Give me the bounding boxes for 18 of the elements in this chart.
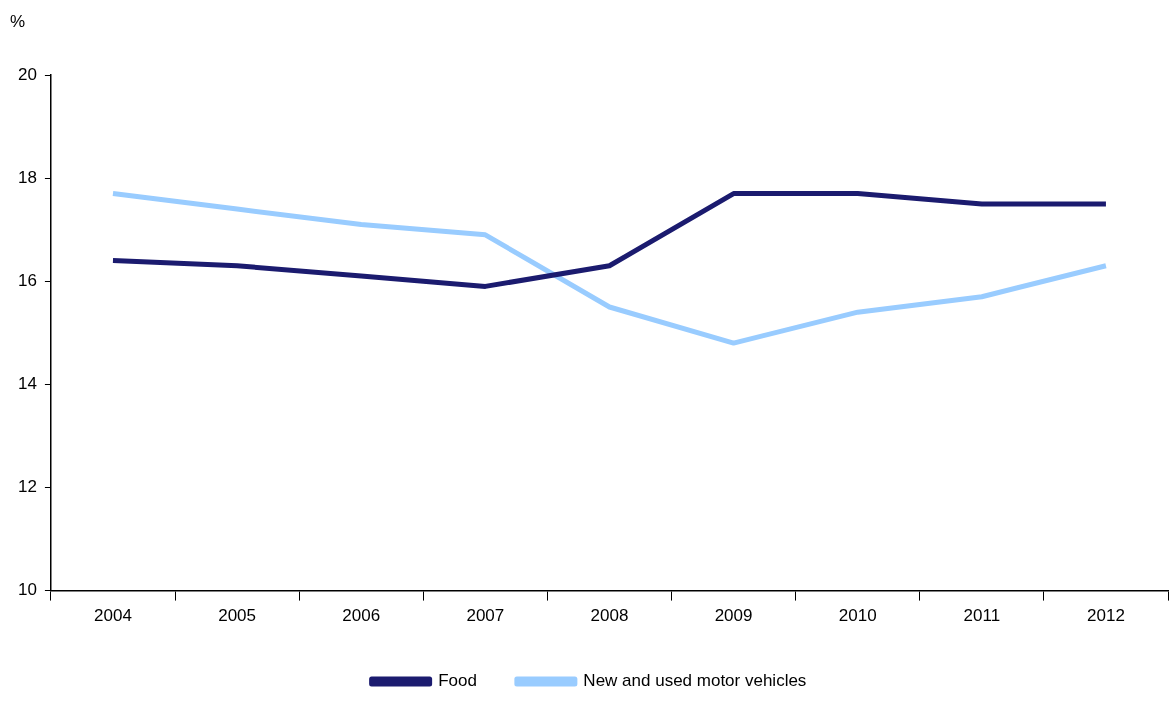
legend-label: Food [438,671,477,691]
x-tick-label: 2010 [838,606,877,626]
y-tick-label: 10 [17,580,37,600]
y-tick-label: 12 [17,477,37,497]
x-tick-label: 2004 [94,606,132,626]
x-tick-label: 2011 [963,606,1001,626]
y-tick-label: 14 [17,374,37,394]
y-tick-label: 18 [17,167,37,187]
y-tick-label: 16 [17,270,37,290]
y-tick-label: 20 [17,64,37,84]
legend-label: New and used motor vehicles [583,671,807,691]
x-tick-label: 2006 [342,606,381,626]
x-tick-label: 2007 [466,606,505,626]
y-axis-title: % [10,11,26,31]
x-tick-label: 2009 [714,606,753,626]
x-tick-label: 2012 [1087,606,1125,626]
x-tick-label: 2008 [590,606,629,626]
x-tick-label: 2005 [218,606,257,626]
